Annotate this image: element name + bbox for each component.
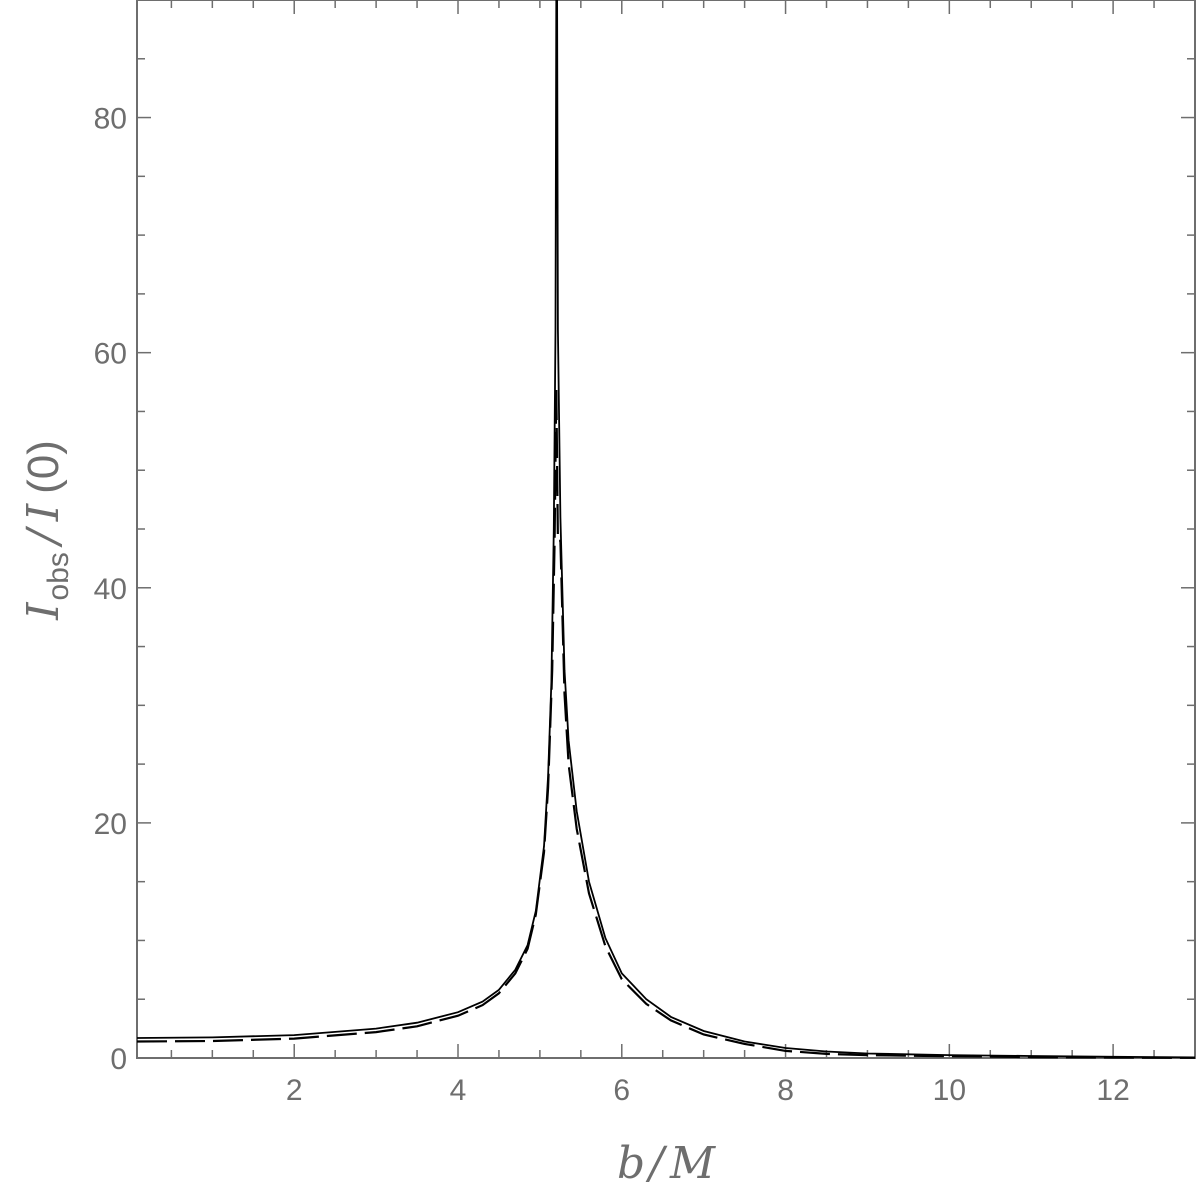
x-axis-label: b/M <box>617 1138 716 1189</box>
y-tick-label: 80 <box>94 103 127 136</box>
y-axis-label-sub: obs <box>42 552 75 600</box>
y-axis-label-arg: (0) <box>19 440 68 494</box>
y-tick-label: 0 <box>110 1043 127 1076</box>
x-axis-label-main: b <box>617 1138 645 1189</box>
x-tick-label: 10 <box>933 1074 966 1107</box>
plot-frame <box>136 0 1196 1059</box>
series-line-1 <box>136 0 1196 1059</box>
x-tick-label: 8 <box>777 1074 794 1107</box>
series-line-2 <box>136 387 1196 1059</box>
y-axis-label: Iobs / I (0) <box>18 440 75 621</box>
y-axis-label-main: I <box>18 601 69 621</box>
y-tick-label: 20 <box>94 808 127 841</box>
axis-ticks <box>137 0 1196 1058</box>
tick-labels: 2 4 6 8 10 12 0 20 40 60 80 <box>94 103 1130 1107</box>
y-axis-label-sep: / <box>18 525 69 548</box>
x-tick-label: 6 <box>613 1074 630 1107</box>
x-tick-label: 12 <box>1096 1074 1129 1107</box>
y-tick-label: 40 <box>94 573 127 606</box>
y-tick-label: 60 <box>94 338 127 371</box>
x-axis-label-unit: M <box>669 1138 716 1189</box>
series-layer <box>136 0 1196 1059</box>
x-axis-label-sep: / <box>645 1138 668 1189</box>
x-tick-label: 4 <box>450 1074 467 1107</box>
y-axis-label-denom: I <box>18 502 69 522</box>
x-tick-label: 2 <box>286 1074 303 1107</box>
